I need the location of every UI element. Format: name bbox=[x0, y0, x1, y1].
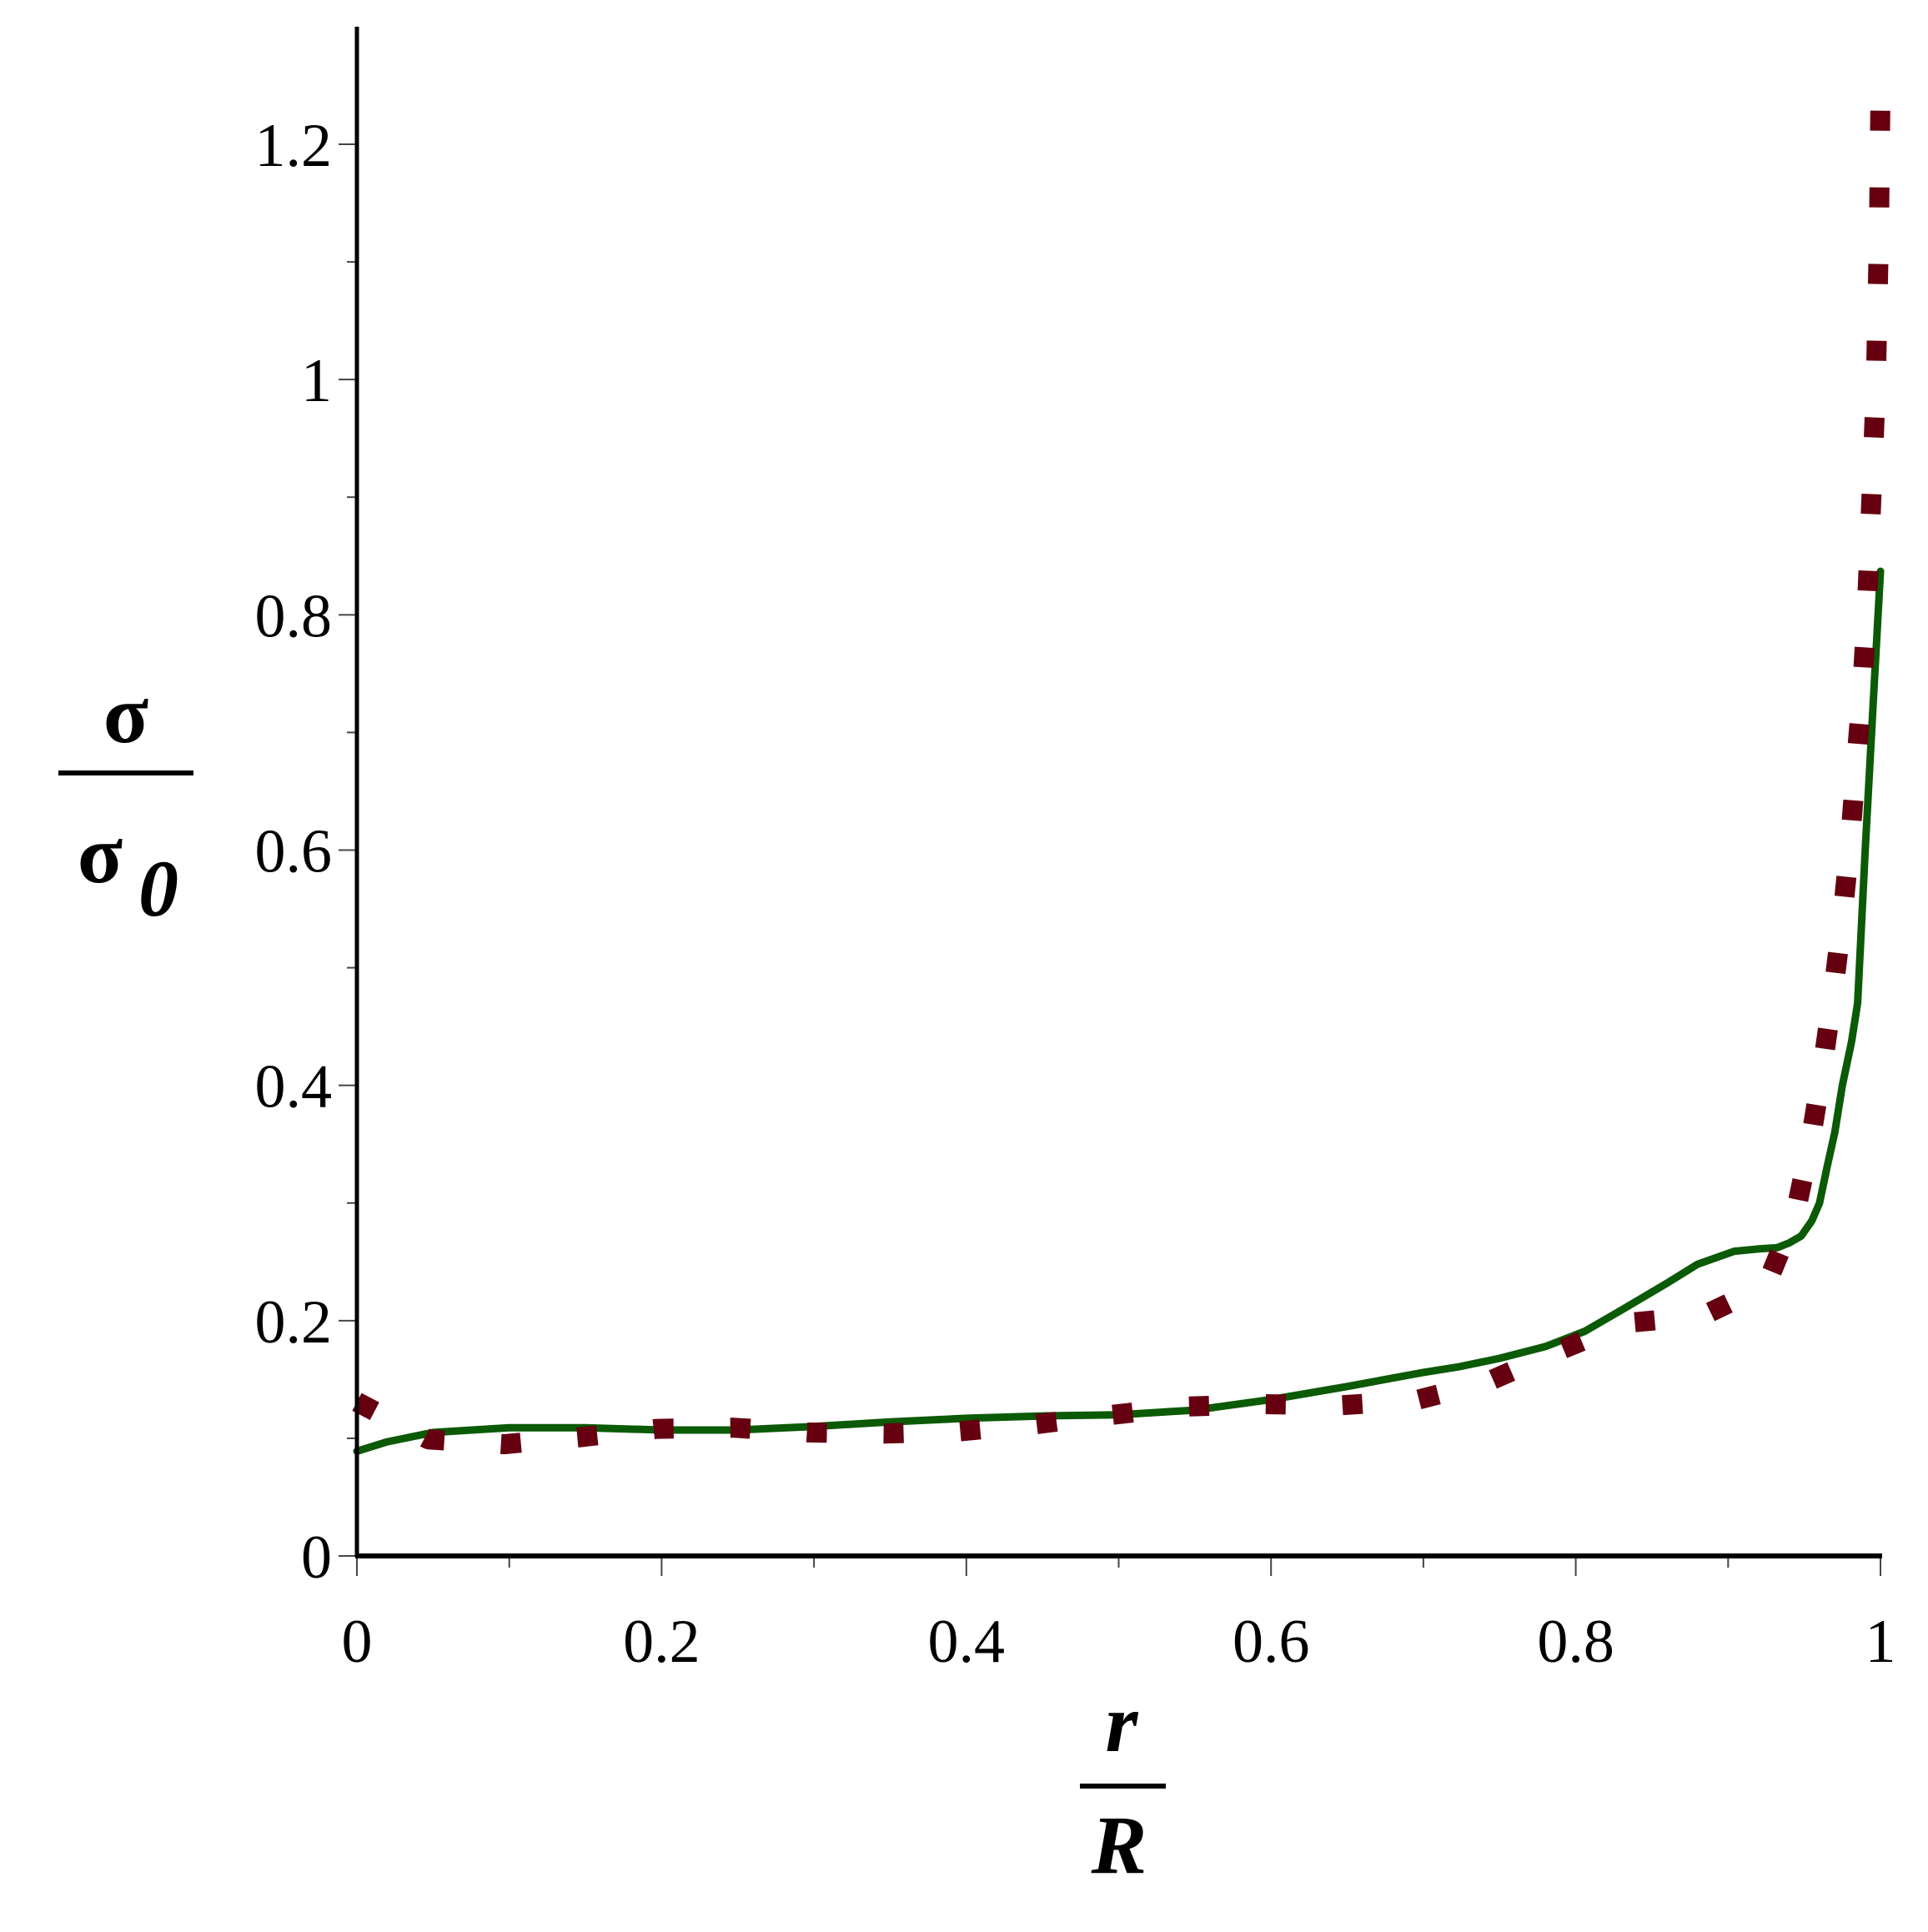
y-tick-label: 0.2 bbox=[255, 1288, 333, 1357]
tick-labels: 0 0.2 0.4 0.6 0.8 1 0 0.2 0.4 0.6 0.8 1 1.2 bbox=[255, 112, 1896, 1676]
y-tick-label: 0.8 bbox=[255, 582, 333, 650]
major-ticks bbox=[339, 143, 1881, 1576]
x-tick-label: 0.2 bbox=[623, 1608, 700, 1676]
x-tick-label: 0.6 bbox=[1233, 1608, 1310, 1676]
x-label-numerator: r bbox=[1106, 1677, 1139, 1769]
x-tick-label: 0 bbox=[342, 1608, 373, 1676]
x-tick-label: 0.4 bbox=[928, 1608, 1006, 1676]
y-tick-label: 1.2 bbox=[255, 112, 333, 180]
y-tick-label: 0.4 bbox=[255, 1053, 333, 1122]
y-label-numerator: σ bbox=[103, 668, 148, 760]
y-label-subscript: 0 bbox=[138, 844, 178, 933]
y-tick-label: 0.6 bbox=[255, 818, 333, 886]
series-dotted-line bbox=[352, 91, 1890, 1454]
series-layer bbox=[352, 91, 1890, 1455]
minor-ticks bbox=[347, 261, 1730, 1568]
x-axis-label: r R bbox=[1080, 1677, 1166, 1891]
y-tick-label: 0 bbox=[301, 1523, 332, 1592]
x-tick-label: 0.8 bbox=[1537, 1608, 1614, 1676]
x-label-denominator: R bbox=[1091, 1799, 1147, 1891]
x-tick-label: 1 bbox=[1865, 1608, 1896, 1676]
y-label-denominator: σ bbox=[78, 808, 123, 901]
y-axis-label: σ σ 0 bbox=[58, 668, 193, 933]
y-tick-label: 1 bbox=[301, 347, 332, 415]
